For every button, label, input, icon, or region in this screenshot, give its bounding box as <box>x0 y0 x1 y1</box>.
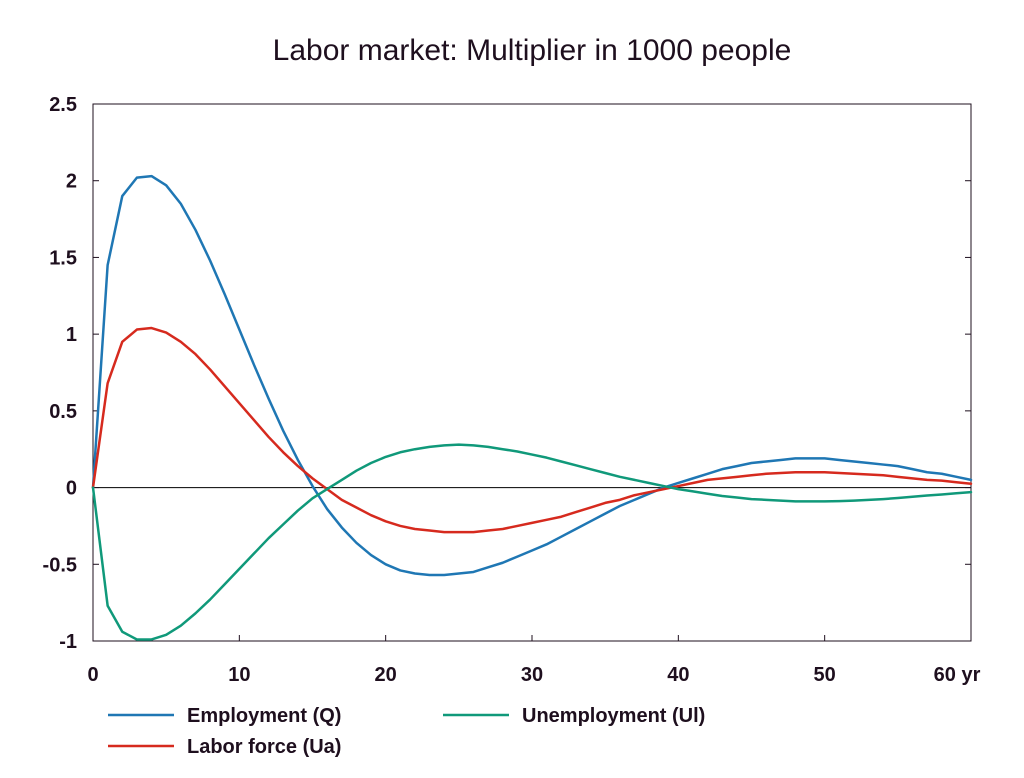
y-tick-label: 1.5 <box>49 247 77 269</box>
y-axis: -1 -0.5 0 0.5 1 1.5 2 2.5 <box>43 94 971 653</box>
legend-label: Unemployment (Ul) <box>522 705 705 727</box>
y-tick-label: 1 <box>66 324 77 346</box>
y-tick-label: -0.5 <box>43 554 77 576</box>
legend-item-labor-force-ua: Labor force (Ua) <box>108 736 341 758</box>
legend-item-unemployment-ul: Unemployment (Ul) <box>443 705 705 727</box>
x-tick-label: 60 yr <box>934 664 981 686</box>
legend-label: Labor force (Ua) <box>187 736 341 758</box>
plot-area-border <box>92 103 972 642</box>
legend-item-employment-q: Employment (Q) <box>108 705 341 727</box>
x-tick-label: 0 <box>87 664 98 686</box>
y-tick-label: -1 <box>59 631 77 653</box>
legend-label: Employment (Q) <box>187 705 341 727</box>
chart-title: Labor market: Multiplier in 1000 people <box>273 34 792 67</box>
x-tick-label: 50 <box>814 664 836 686</box>
series-line-labor-force-ua <box>91 326 973 534</box>
plot-frame <box>92 103 972 642</box>
x-tick-label: 20 <box>375 664 397 686</box>
x-tick-label: 40 <box>667 664 689 686</box>
x-tick-label: 30 <box>521 664 543 686</box>
x-axis: 0 10 20 30 40 50 60 yr <box>87 635 981 686</box>
y-tick-label: 0.5 <box>49 401 77 423</box>
y-tick-label: 2 <box>66 171 77 193</box>
series-line-unemployment-ul <box>91 443 973 641</box>
legend: Employment (Q) Unemployment (Ul) Labor for… <box>108 705 705 758</box>
y-tick-label: 2.5 <box>49 94 77 116</box>
series-line-employment-q <box>91 174 973 577</box>
y-tick-label: 0 <box>66 478 77 500</box>
x-tick-label: 10 <box>228 664 250 686</box>
series-layer <box>91 174 973 641</box>
